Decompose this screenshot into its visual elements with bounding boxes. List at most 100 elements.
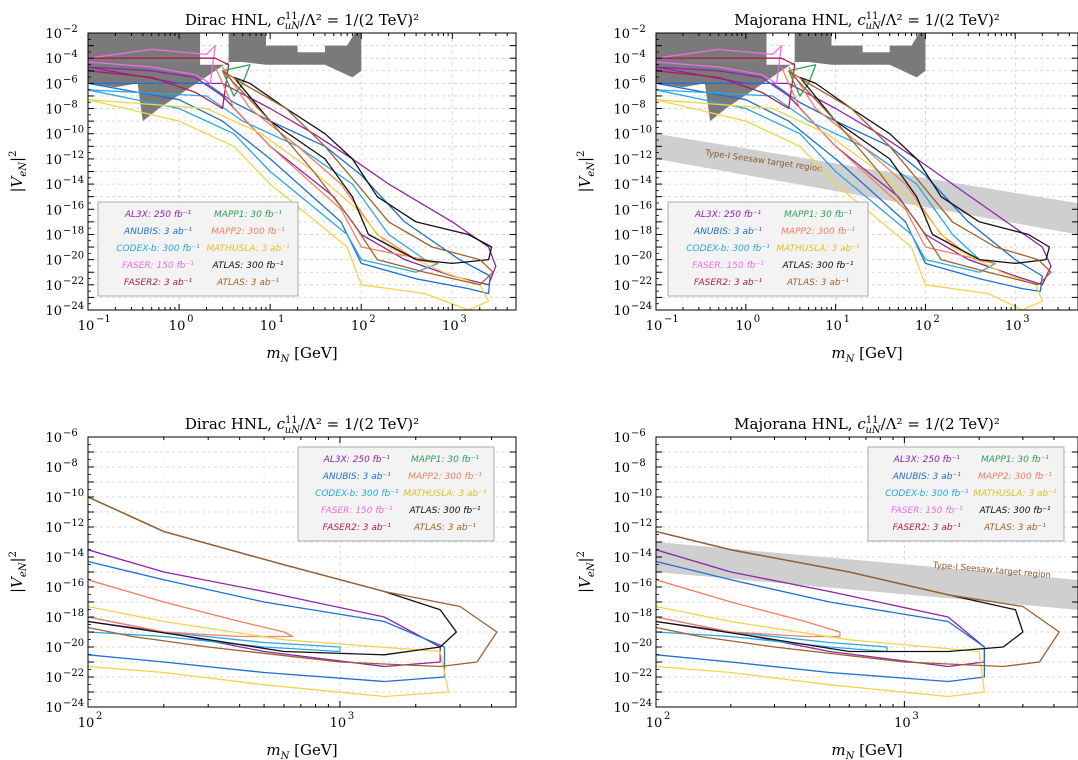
y-tick-exponent: −24: [631, 698, 652, 709]
legend-entry: ATLAS: 3 ab⁻¹: [786, 278, 849, 288]
y-tick-exponent: −4: [631, 49, 646, 60]
y-tick-label: 10: [45, 581, 62, 596]
legend-box: [667, 201, 869, 297]
y-tick-exponent: −22: [63, 668, 84, 679]
y-tick-exponent: −14: [631, 548, 652, 559]
y-tick-exponent: −16: [631, 200, 652, 211]
y-tick-exponent: −20: [631, 251, 652, 262]
y-tick-label: 10: [613, 52, 630, 67]
y-tick-exponent: −6: [631, 74, 646, 85]
x-tick-exponent: 2: [664, 711, 670, 722]
x-axis-label: mN [GeV]: [266, 344, 337, 365]
series-line: [88, 560, 446, 683]
y-tick-label: 10: [613, 431, 630, 446]
legend-entry: FASER2: 3 ab⁻¹: [694, 278, 763, 288]
y-tick-exponent: −2: [631, 24, 646, 35]
series-line: [88, 57, 230, 110]
y-tick-label: 10: [45, 203, 62, 218]
seesaw-band: [656, 133, 1078, 235]
series-line: [799, 76, 1051, 265]
y-tick-label: 10: [45, 431, 62, 446]
y-tick-label: 10: [613, 641, 630, 656]
x-tick-label: 10: [646, 319, 663, 334]
y-tick-label: 10: [45, 551, 62, 566]
y-tick-exponent: −10: [631, 488, 652, 499]
legend-box: [867, 446, 1065, 542]
y-tick-exponent: −10: [631, 125, 652, 136]
y-tick-exponent: −6: [631, 428, 646, 439]
x-tick-exponent: 2: [369, 314, 375, 325]
x-axis-label: mN [GeV]: [831, 741, 902, 760]
y-tick-label: 10: [45, 671, 62, 686]
plot-area: [88, 496, 498, 698]
series-line: [656, 57, 796, 110]
excluded-region: [88, 33, 362, 122]
series-line: [656, 616, 888, 653]
x-tick-label: 10: [351, 319, 368, 334]
legend-entry: AL3X: 250 fb⁻¹: [694, 210, 762, 220]
x-tick-label: 10: [894, 716, 911, 731]
x-tick-label: 10: [736, 319, 753, 334]
series-line: [233, 76, 493, 265]
y-tick-exponent: −18: [631, 225, 652, 236]
y-tick-exponent: −18: [63, 225, 84, 236]
legend-entry: FASER: 150 fb⁻¹: [692, 261, 764, 271]
y-tick-label: 10: [613, 153, 630, 168]
y-tick-exponent: −22: [631, 276, 652, 287]
series-line: [88, 496, 498, 668]
legend-entry: MAPP2: 300 fb⁻¹: [408, 472, 482, 482]
plot-area: [88, 33, 497, 310]
y-tick-exponent: −16: [631, 578, 652, 589]
legend-entry: FASER: 150 fb⁻¹: [122, 261, 194, 271]
y-tick-exponent: −8: [63, 458, 78, 469]
y-axis-label: |VeN|2: [576, 150, 597, 192]
chart-title: Majorana HNL, c11 uN/Λ² = 1/(2 TeV)²: [734, 415, 1000, 436]
y-tick-label: 10: [613, 671, 630, 686]
series-line: [656, 82, 1043, 293]
legend-entry: MATHUSLA: 3 ab⁻¹: [403, 489, 487, 499]
y-tick-label: 10: [45, 77, 62, 92]
y-tick-label: 10: [613, 701, 630, 716]
legend: AL3X: 250 fb⁻¹ MAPP1: 30 fb⁻¹ ANUBIS: 3 ab…: [867, 446, 1065, 542]
y-tick-label: 10: [45, 228, 62, 243]
chart-panel-3: 10−2410−2210−2010−1810−1610−1410−1210−10…: [8, 415, 517, 760]
y-tick-label: 10: [613, 461, 630, 476]
legend-entry: MAPP2: 300 fb⁻¹: [211, 227, 285, 237]
chart-title: Dirac HNL, c11 uN/Λ² = 1/(2 TeV)²: [185, 11, 419, 32]
x-tick-label: 10: [260, 319, 277, 334]
series-line: [88, 66, 497, 286]
y-tick-exponent: −8: [63, 100, 78, 111]
legend-entry: CODEX-b: 300 fb⁻¹: [315, 489, 399, 499]
y-tick-label: 10: [613, 103, 630, 118]
y-tick-exponent: −16: [63, 200, 84, 211]
legend-entry: ANUBIS: 3 ab⁻¹: [123, 227, 192, 237]
y-axis-label: |VeN|2: [8, 551, 29, 593]
y-tick-exponent: −24: [631, 301, 652, 312]
y-tick-label: 10: [613, 611, 630, 626]
x-tick-exponent: 2: [933, 314, 939, 325]
x-tick-label: 10: [330, 716, 347, 731]
chart-panel-1: 10−2410−2210−2010−1810−1610−1410−1210−10…: [8, 11, 517, 365]
legend: AL3X: 250 fb⁻¹ MAPP1: 30 fb⁻¹ ANUBIS: 3 ab…: [667, 201, 869, 297]
chart-title: Majorana HNL, c11 uN/Λ² = 1/(2 TeV)²: [734, 11, 1000, 32]
y-tick-exponent: −6: [63, 428, 78, 439]
legend-entry: FASER: 150 fb⁻¹: [891, 506, 963, 516]
legend-entry: FASER2: 3 ab⁻¹: [124, 278, 193, 288]
legend-entry: FASER: 150 fb⁻¹: [321, 506, 393, 516]
series-line: [214, 66, 439, 265]
series-line: [88, 605, 450, 698]
y-tick-label: 10: [613, 203, 630, 218]
y-tick-exponent: −8: [631, 458, 646, 469]
y-tick-label: 10: [45, 611, 62, 626]
x-tick-exponent: 3: [348, 711, 354, 722]
legend-entry: CODEX-b: 300 fb⁻¹: [116, 244, 200, 254]
legend-entry: AL3X: 250 fb⁻¹: [893, 455, 961, 465]
y-tick-label: 10: [613, 77, 630, 92]
x-tick-exponent: 3: [460, 314, 466, 325]
x-tick-exponent: 0: [754, 314, 760, 325]
x-axis-label: mN [GeV]: [266, 741, 337, 760]
x-tick-exponent: 2: [96, 711, 102, 722]
y-tick-label: 10: [45, 153, 62, 168]
